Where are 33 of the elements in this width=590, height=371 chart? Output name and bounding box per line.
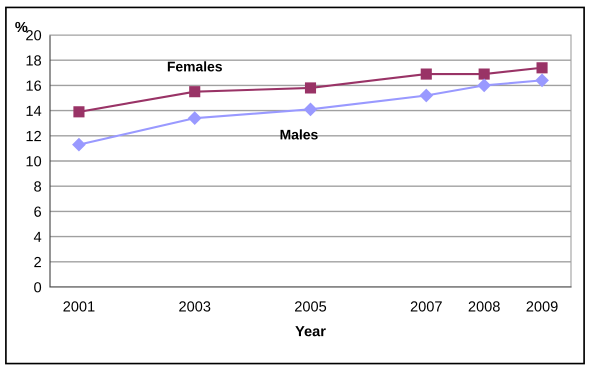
- series-label: Males: [280, 129, 318, 140]
- point: [420, 88, 433, 102]
- y-tick-label: 12: [26, 130, 41, 142]
- y-tick-label: 2: [34, 256, 41, 268]
- point: [536, 62, 548, 74]
- y-tick-label: 20: [26, 30, 42, 40]
- x-tick-label: 2008: [468, 301, 500, 312]
- y-tick-label: 10: [26, 156, 42, 166]
- point: [420, 68, 432, 80]
- point: [189, 86, 200, 98]
- x-tick-label: 2003: [179, 301, 210, 312]
- x-tick-label: 2009: [526, 301, 558, 312]
- point: [478, 68, 490, 80]
- y-axis-title: %: [15, 22, 28, 32]
- y-tick-label: 6: [34, 206, 42, 217]
- x-axis-title: Year: [295, 326, 326, 336]
- x-tick-label: 2005: [295, 301, 326, 312]
- y-tick-label: 18: [26, 55, 42, 66]
- y-tick-label: 4: [34, 232, 42, 242]
- point: [304, 102, 318, 116]
- point: [73, 106, 84, 118]
- point: [478, 78, 491, 92]
- series-label: Females: [168, 61, 222, 72]
- y-tick-label: 8: [34, 181, 42, 192]
- point: [535, 74, 549, 87]
- x-tick-label: 2001: [63, 301, 94, 312]
- y-tick-label: 14: [26, 106, 42, 116]
- y-tick-label: 16: [26, 80, 42, 91]
- point: [304, 82, 316, 94]
- x-tick-label: 2007: [410, 301, 442, 312]
- y-tick-label: 0: [34, 282, 42, 292]
- point: [72, 138, 86, 152]
- point: [188, 112, 202, 125]
